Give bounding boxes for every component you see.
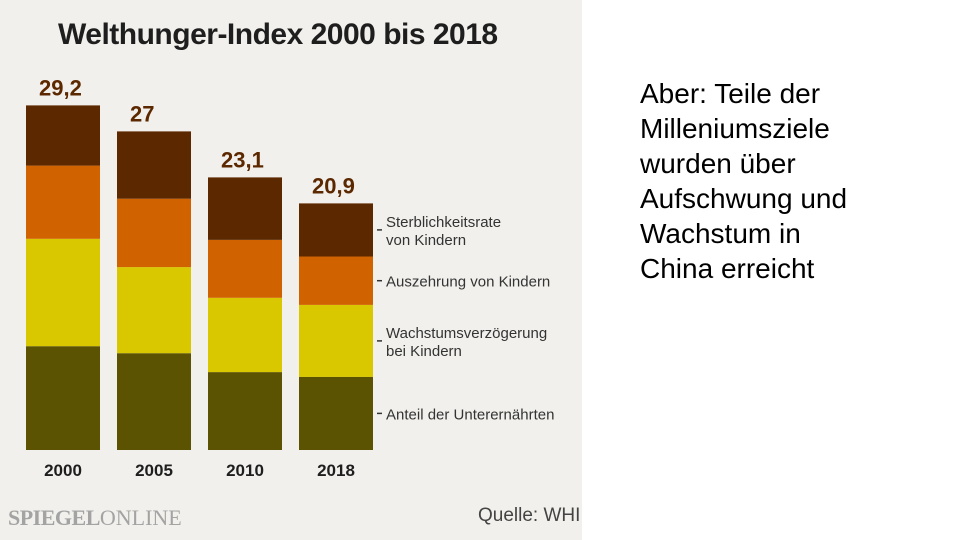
chart-title: Welthunger-Index 2000 bis 2018 <box>58 18 498 51</box>
legend-label-0-1: von Kindern <box>386 232 466 249</box>
total-label-2018: 20,9 <box>312 173 355 198</box>
slide-body-text: Aber: Teile der Milleniumsziele wurden ü… <box>640 78 848 284</box>
bar-segment-2000-1 <box>26 238 100 347</box>
stacked-bar-chart: 29,2 2000 27 2005 23,1 2010 20,9 2018 Sterblichk… <box>26 75 554 480</box>
legend-label-3-0: Anteil der Unterernährten <box>386 406 554 423</box>
bar-segment-2005-3 <box>117 131 191 199</box>
bar-segment-2000-2 <box>26 165 100 239</box>
brand-logo: SPIEGELONLINE <box>8 505 182 531</box>
legend-label-2-1: bei Kindern <box>386 343 462 360</box>
brand-name-part2: ONLINE <box>99 505 182 530</box>
bar-segment-2000-0 <box>26 346 100 450</box>
bar-segment-2000-3 <box>26 105 100 166</box>
bar-segment-2010-3 <box>208 177 282 240</box>
legend-label-1-0: Auszehrung von Kindern <box>386 274 550 291</box>
category-label-2018: 2018 <box>317 461 355 480</box>
bar-segment-2018-0 <box>299 376 373 450</box>
bar-segment-2010-2 <box>208 240 282 298</box>
category-label-2010: 2010 <box>226 461 264 480</box>
category-label-2000: 2000 <box>44 461 82 480</box>
bar-segment-2018-3 <box>299 203 373 257</box>
legend-label-2-0: Wachstumsverzögerung <box>386 325 547 342</box>
bar-segment-2018-2 <box>299 256 373 305</box>
bar-segment-2005-1 <box>117 267 191 354</box>
bar-segment-2010-1 <box>208 297 282 373</box>
category-label-2005: 2005 <box>135 461 173 480</box>
total-label-2010: 23,1 <box>221 147 264 172</box>
source-note: Quelle: WHI <box>478 505 581 526</box>
bar-segment-2005-0 <box>117 353 191 450</box>
total-label-2000: 29,2 <box>39 75 82 100</box>
brand-name-part1: SPIEGEL <box>8 505 100 530</box>
total-label-2005: 27 <box>130 101 154 126</box>
bar-segment-2005-2 <box>117 198 191 268</box>
bar-segment-2010-0 <box>208 372 282 450</box>
legend-label-0-0: Sterblichkeitsrate <box>386 214 501 231</box>
bar-segment-2018-1 <box>299 304 373 377</box>
